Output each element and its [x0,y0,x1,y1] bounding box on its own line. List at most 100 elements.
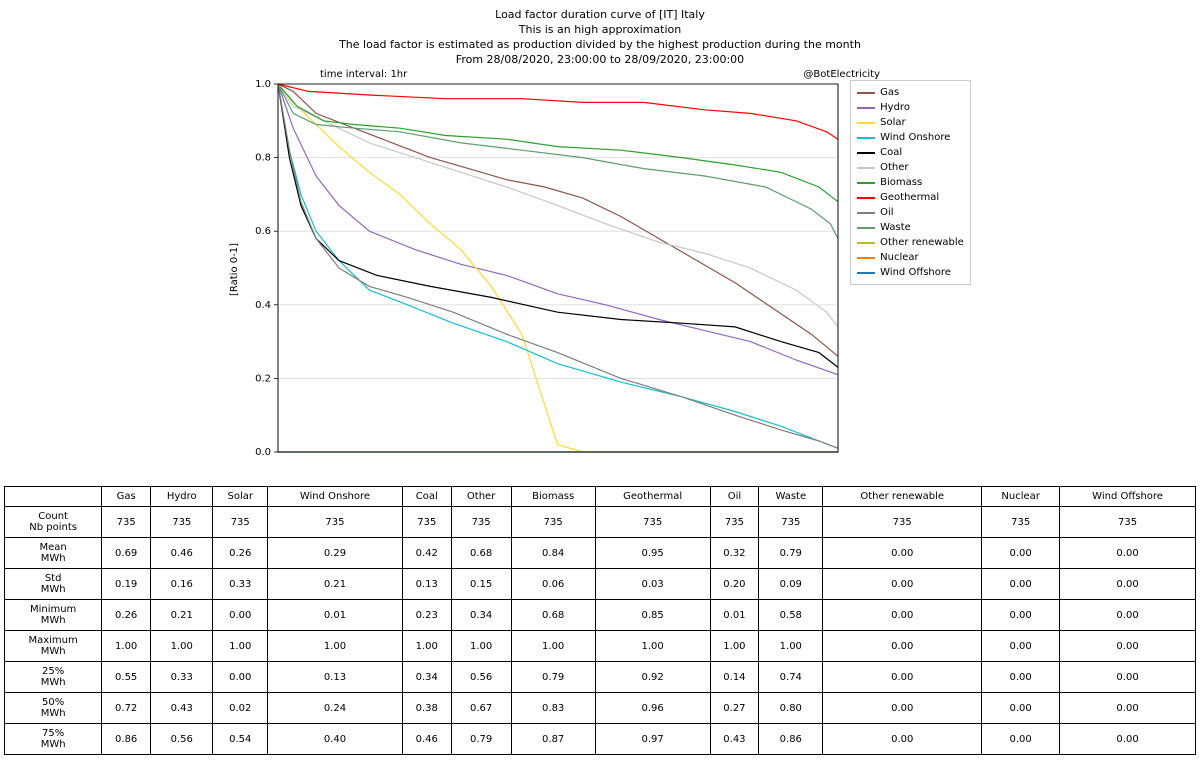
table-col-header: Other [451,487,511,507]
table-cell: 0.09 [759,569,823,600]
table-row-header: Std MWh [5,569,102,600]
legend-item: Coal [857,145,964,160]
y-axis-label: [Ratio 0-1] [229,243,240,296]
table-cell: 0.03 [595,569,710,600]
legend-item: Oil [857,205,964,220]
legend-item: Geothermal [857,190,964,205]
table-cell: 0.95 [595,538,710,569]
table-cell: 0.00 [823,538,982,569]
table-cell: 0.21 [268,569,403,600]
table-col-header: Nuclear [982,487,1060,507]
legend-label: Biomass [880,175,922,190]
table-cell: 0.85 [595,600,710,631]
table-cell: 0.43 [151,693,213,724]
legend-label: Oil [880,205,893,220]
table-cell: 0.86 [759,724,823,755]
legend-item: Solar [857,115,964,130]
table-cell: 0.13 [268,662,403,693]
legend-label: Coal [880,145,902,160]
ytick-label: 1.0 [255,80,271,90]
table-row: Maximum MWh1.001.001.001.001.001.001.001… [5,631,1196,662]
table-row: 75% MWh0.860.560.540.400.460.790.870.970… [5,724,1196,755]
table-cell: 0.00 [982,569,1060,600]
table-cell: 735 [511,507,595,538]
table-col-header: Wind Offshore [1060,487,1196,507]
table-row-header: Minimum MWh [5,600,102,631]
table-cell: 0.34 [402,662,451,693]
table-cell: 0.79 [511,662,595,693]
stats-table: GasHydroSolarWind OnshoreCoalOtherBiomas… [4,486,1196,755]
table-col-header: Geothermal [595,487,710,507]
table-cell: 735 [823,507,982,538]
legend-swatch [857,242,875,244]
meta-right: @BotElectricity [803,69,880,80]
table-cell: 0.01 [710,600,759,631]
legend-wrap: GasHydroSolarWind OnshoreCoalOtherBiomas… [850,80,971,285]
table-cell: 1.00 [511,631,595,662]
table-cell: 0.24 [268,693,403,724]
table-cell: 0.27 [710,693,759,724]
table-cell: 0.15 [451,569,511,600]
table-cell: 0.26 [213,538,268,569]
table-cell: 0.69 [102,538,151,569]
table-cell: 0.00 [1060,538,1196,569]
legend-label: Solar [880,115,905,130]
legend-item: Biomass [857,175,964,190]
legend-label: Other renewable [880,235,964,250]
legend-item: Gas [857,85,964,100]
chart-titles: Load factor duration curve of [IT] Italy… [150,0,1050,67]
table-col-header: Other renewable [823,487,982,507]
chart-meta-row: time interval: 1hr @BotElectricity [320,69,880,80]
table-cell: 735 [402,507,451,538]
table-row-header: 50% MWh [5,693,102,724]
table-cell: 0.68 [511,600,595,631]
table-col-header: Coal [402,487,451,507]
legend-swatch [857,167,875,169]
table-cell: 0.00 [1060,662,1196,693]
table-cell: 0.00 [1060,600,1196,631]
table-cell: 0.55 [102,662,151,693]
table-cell: 0.01 [268,600,403,631]
table-cell: 0.00 [1060,631,1196,662]
table-cell: 0.00 [982,538,1060,569]
table-cell: 1.00 [213,631,268,662]
table-cell: 0.46 [402,724,451,755]
table-cell: 0.00 [982,600,1060,631]
ytick-label: 0.6 [255,227,271,238]
table-row: Mean MWh0.690.460.260.290.420.680.840.95… [5,538,1196,569]
table-cell: 0.00 [213,600,268,631]
table-col-header: Oil [710,487,759,507]
table-cell: 0.56 [451,662,511,693]
table-cell: 1.00 [759,631,823,662]
table-row-header: Mean MWh [5,538,102,569]
table-col-header: Hydro [151,487,213,507]
table-cell: 0.67 [451,693,511,724]
legend-label: Geothermal [880,190,939,205]
table-cell: 0.46 [151,538,213,569]
table-row-header: 25% MWh [5,662,102,693]
stats-table-wrap: GasHydroSolarWind OnshoreCoalOtherBiomas… [4,486,1196,755]
table-cell: 0.06 [511,569,595,600]
title-line-3: The load factor is estimated as producti… [150,38,1050,53]
table-cell: 0.56 [151,724,213,755]
table-cell: 0.02 [213,693,268,724]
table-cell: 0.83 [511,693,595,724]
table-cell: 1.00 [710,631,759,662]
plot-wrap: [Ratio 0-1] 0.00.20.40.60.81.0 GasHydroS… [150,80,1050,458]
legend-swatch [857,227,875,229]
legend-label: Wind Offshore [880,265,951,280]
legend-swatch [857,92,875,94]
ytick-label: 0.8 [255,153,271,164]
table-cell: 0.00 [823,724,982,755]
legend-item: Other [857,160,964,175]
table-cell: 0.34 [451,600,511,631]
table-cell: 0.23 [402,600,451,631]
plot-svg: 0.00.20.40.60.81.0 [244,80,844,458]
table-cell: 0.96 [595,693,710,724]
table-cell: 0.92 [595,662,710,693]
table-cell: 0.29 [268,538,403,569]
table-cell: 0.42 [402,538,451,569]
ytick-label: 0.2 [255,374,271,385]
legend-swatch [857,137,875,139]
table-cell: 0.00 [823,600,982,631]
